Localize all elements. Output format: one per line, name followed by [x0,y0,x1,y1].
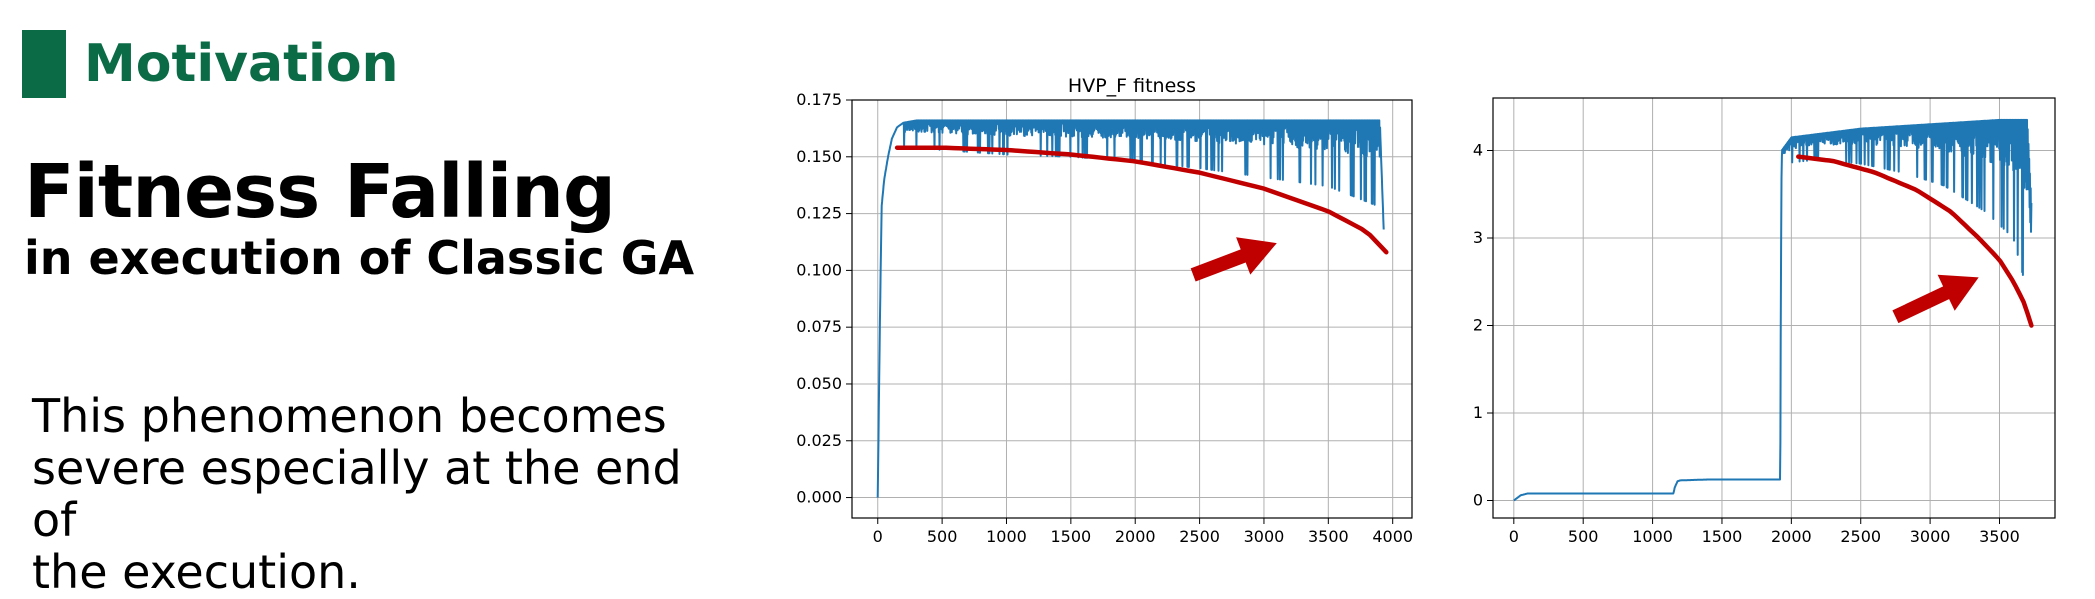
y-tick-label: 0.050 [796,374,842,393]
body-line-1: This phenomenon becomes [32,389,667,443]
y-tick-label: 0.075 [796,317,842,336]
y-tick-label: 0.000 [796,488,842,507]
annotation-trend-curve [1796,154,2034,328]
x-tick-label: 1500 [1702,527,1743,546]
main-subtitle: in execution of Classic GA [24,231,695,285]
annotation-arrow [1892,274,1979,324]
y-tick-label: 3 [1473,228,1483,247]
series-line [1513,118,2033,502]
annotation-trend-curve [894,145,1389,255]
y-tick-label: 1 [1473,403,1483,422]
x-tick-label: 4000 [1372,527,1413,546]
plot-frame [1492,97,2056,519]
page-header-title: Motivation [84,34,399,94]
y-tick-label: 0.025 [796,431,842,450]
x-tick-label: 3500 [1308,527,1349,546]
x-tick-label: 3000 [1910,527,1951,546]
x-tick-label: 2000 [1771,527,1812,546]
x-tick-label: 3000 [1244,527,1285,546]
x-tick-label: 3500 [1979,527,2020,546]
y-tick-label: 0.100 [796,260,842,279]
y-tick-label: 4 [1473,141,1483,160]
x-tick-label: 2500 [1840,527,1881,546]
x-tick-label: 1500 [1050,527,1091,546]
main-title: Fitness Falling [24,149,616,235]
y-tick-label: 0.125 [796,204,842,223]
chart-title: HVP_F fitness [1068,75,1196,97]
x-tick-label: 500 [927,527,958,546]
x-tick-label: 0 [1509,527,1519,546]
annotation-arrow [1190,237,1277,282]
x-tick-label: 0 [873,527,883,546]
series-line [876,119,1385,498]
x-tick-label: 1000 [1632,527,1673,546]
x-tick-label: 2000 [1115,527,1156,546]
x-tick-label: 2500 [1179,527,1220,546]
x-tick-label: 1000 [986,527,1027,546]
y-tick-label: 0.175 [796,90,842,109]
header-accent-bar [22,30,66,98]
x-tick-label: 500 [1568,527,1599,546]
body-line-2: severe especially at the end of [32,441,682,547]
y-tick-label: 2 [1473,316,1483,335]
y-tick-label: 0.150 [796,147,842,166]
y-tick-label: 0 [1473,491,1483,510]
plot-frame [851,99,1413,519]
